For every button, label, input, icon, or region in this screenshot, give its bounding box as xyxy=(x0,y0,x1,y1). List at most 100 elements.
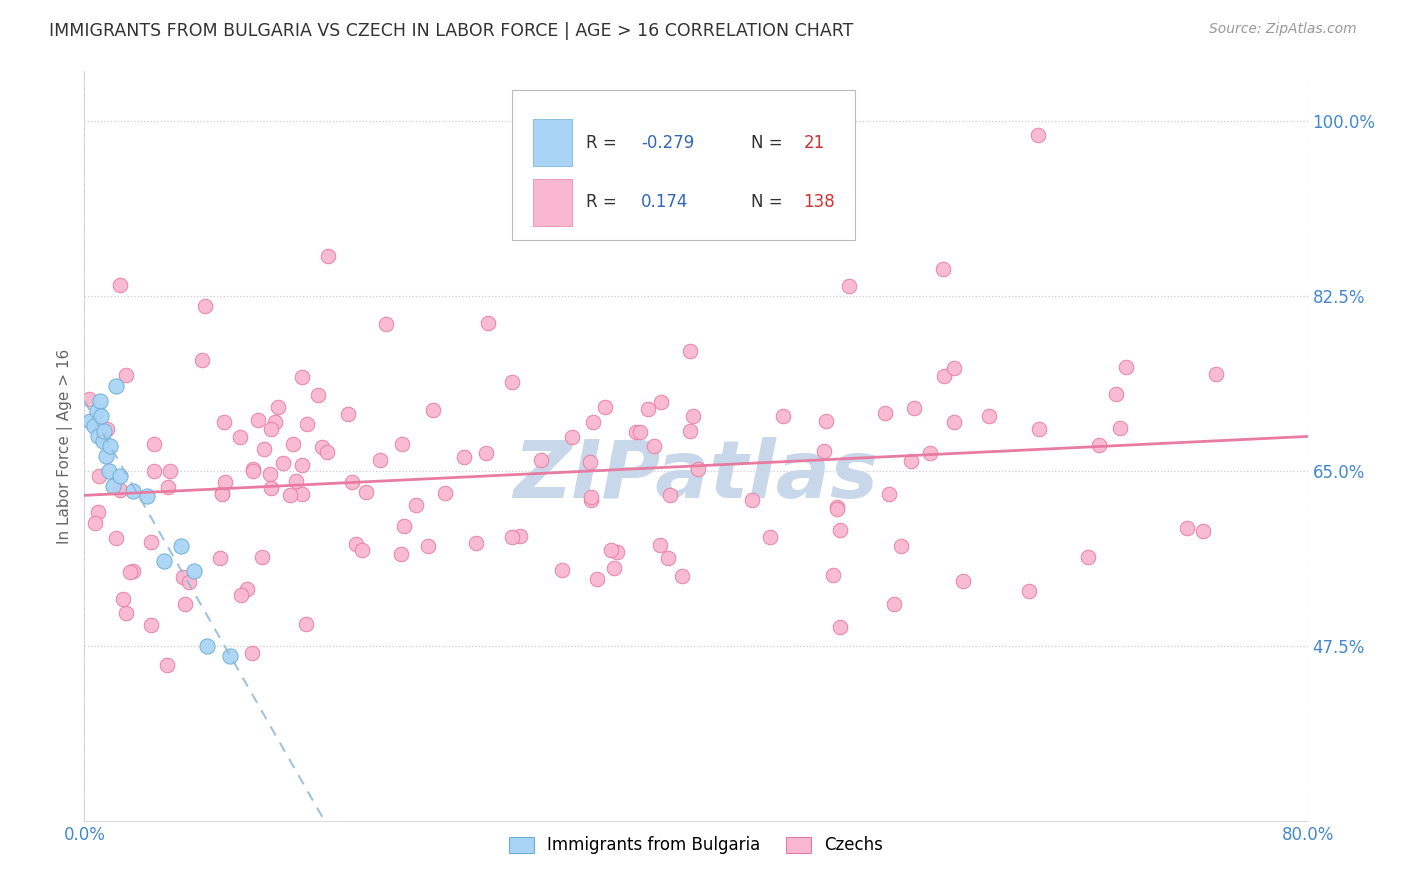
Point xyxy=(464,535,486,549)
Point xyxy=(153,554,176,568)
Point xyxy=(530,452,553,467)
Point xyxy=(79,414,101,428)
Point xyxy=(108,483,131,497)
Legend: Immigrants from Bulgaria, Czechs: Immigrants from Bulgaria, Czechs xyxy=(502,830,890,861)
Point xyxy=(603,561,626,575)
Point xyxy=(105,379,128,393)
Point xyxy=(1028,422,1050,436)
Point xyxy=(671,568,693,582)
Point xyxy=(89,469,111,483)
Point xyxy=(264,415,287,429)
Point xyxy=(98,439,121,453)
Point xyxy=(86,404,108,418)
Point xyxy=(242,465,264,479)
Point xyxy=(77,392,100,406)
Point xyxy=(1018,583,1040,598)
Point xyxy=(103,479,125,493)
Point xyxy=(259,467,281,481)
Point xyxy=(433,485,456,500)
Point xyxy=(873,406,896,420)
Point xyxy=(214,475,236,490)
Point xyxy=(271,456,294,470)
Point xyxy=(342,475,364,490)
Point xyxy=(375,317,398,331)
Point xyxy=(90,409,112,423)
Point xyxy=(453,450,475,464)
Point xyxy=(825,502,848,516)
Point xyxy=(741,493,763,508)
Point xyxy=(280,488,302,502)
Point xyxy=(772,409,794,423)
Point xyxy=(918,445,941,459)
Point xyxy=(1108,421,1130,435)
Point xyxy=(657,550,679,565)
Point xyxy=(87,429,110,443)
Point xyxy=(593,400,616,414)
Point xyxy=(637,401,659,416)
Point xyxy=(606,545,628,559)
Point xyxy=(1077,549,1099,564)
Point xyxy=(212,415,235,429)
Point xyxy=(501,375,523,389)
Point xyxy=(291,458,314,472)
Text: R =: R = xyxy=(586,194,621,211)
Text: 0.174: 0.174 xyxy=(641,194,689,211)
Point xyxy=(900,454,922,468)
Point xyxy=(501,530,523,544)
Point xyxy=(120,566,142,580)
Point xyxy=(143,436,166,450)
Point xyxy=(1026,128,1049,142)
Point xyxy=(931,261,953,276)
Point xyxy=(759,530,782,544)
Point xyxy=(108,469,131,483)
Point xyxy=(311,440,333,454)
Point xyxy=(582,415,605,429)
Text: -0.279: -0.279 xyxy=(641,134,695,152)
Point xyxy=(828,523,851,537)
Point xyxy=(157,480,180,494)
Point xyxy=(1192,524,1215,538)
Point xyxy=(83,419,105,434)
Point xyxy=(89,394,111,409)
Point xyxy=(267,400,290,414)
Point xyxy=(561,430,583,444)
Point xyxy=(136,489,159,503)
Point xyxy=(890,539,912,553)
Point xyxy=(628,425,651,440)
FancyBboxPatch shape xyxy=(533,179,572,226)
Point xyxy=(94,449,117,463)
Point xyxy=(105,531,128,545)
Point xyxy=(84,516,107,530)
Point xyxy=(550,563,572,577)
Point xyxy=(391,437,413,451)
Point xyxy=(579,490,602,504)
Point xyxy=(579,455,602,469)
Point xyxy=(96,422,118,436)
Point xyxy=(236,582,259,597)
Text: N =: N = xyxy=(751,134,787,152)
Point xyxy=(422,403,444,417)
Point xyxy=(405,498,427,512)
Point xyxy=(600,542,623,557)
Point xyxy=(172,569,194,583)
Point xyxy=(477,316,499,330)
Point xyxy=(295,417,318,431)
Text: N =: N = xyxy=(751,194,787,211)
Point xyxy=(626,425,648,440)
Point xyxy=(879,487,901,501)
Point xyxy=(240,646,263,660)
Point xyxy=(93,424,115,438)
Point xyxy=(1115,359,1137,374)
Point xyxy=(253,442,276,457)
Point xyxy=(218,648,240,663)
Point xyxy=(250,549,273,564)
Point xyxy=(316,445,339,459)
Text: 138: 138 xyxy=(804,194,835,211)
Point xyxy=(336,407,359,421)
Point xyxy=(823,567,845,582)
Point xyxy=(883,597,905,611)
Point xyxy=(942,415,965,429)
Point xyxy=(688,462,710,476)
Point xyxy=(170,539,193,553)
Point xyxy=(191,353,214,368)
